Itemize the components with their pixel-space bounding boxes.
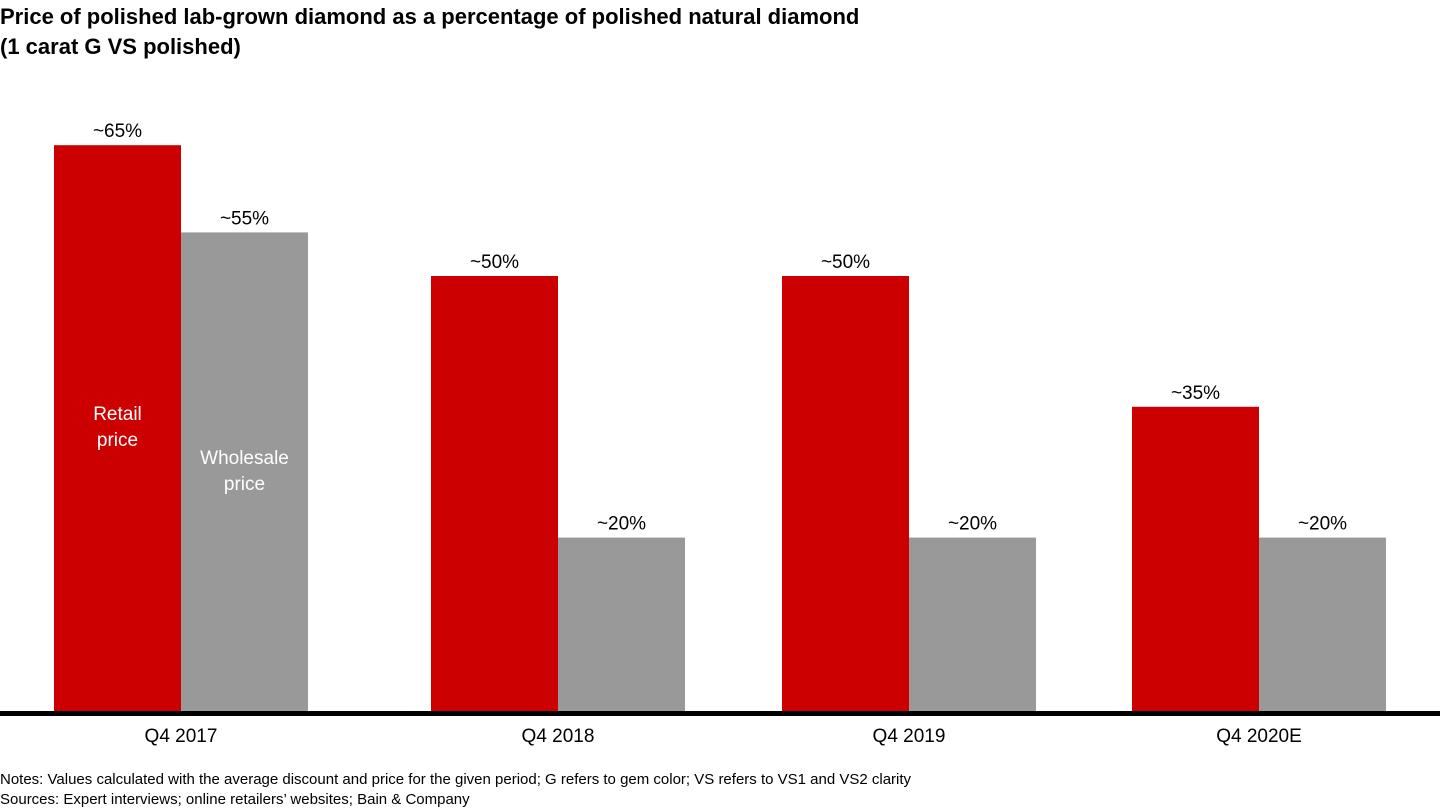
x-tick-label-0: Q4 2017 <box>145 726 218 747</box>
x-axis-line <box>0 711 1440 716</box>
series-label-retail-line-0: Retail <box>93 404 142 425</box>
data-label-wholesale-0: ~55% <box>220 208 269 229</box>
series-label-wholesale-line-1: price <box>224 474 265 495</box>
bar-wholesale-2 <box>909 537 1036 712</box>
data-label-wholesale-1: ~20% <box>597 514 646 535</box>
bar-wholesale-0 <box>181 232 308 712</box>
footnotes: Notes: Values calculated with the averag… <box>0 770 911 810</box>
x-tick-label-3: Q4 2020E <box>1216 726 1302 747</box>
bar-retail-0 <box>54 145 181 712</box>
bar-wholesale-1 <box>558 537 685 712</box>
chart-title: Price of polished lab-grown diamond as a… <box>0 2 859 62</box>
bar-wholesale-3 <box>1259 537 1386 712</box>
data-label-retail-1: ~50% <box>470 252 519 273</box>
data-label-wholesale-2: ~20% <box>948 514 997 535</box>
x-tick-label-1: Q4 2018 <box>522 726 595 747</box>
data-label-wholesale-3: ~20% <box>1298 514 1347 535</box>
data-label-retail-2: ~50% <box>821 252 870 273</box>
x-tick-label-2: Q4 2019 <box>873 726 946 747</box>
bar-retail-3 <box>1132 406 1259 712</box>
chart-title-line-1: Price of polished lab-grown diamond as a… <box>0 4 860 29</box>
bar-retail-2 <box>782 276 909 712</box>
bar-retail-1 <box>431 276 558 712</box>
series-label-wholesale-line-0: Wholesale <box>200 448 289 469</box>
sources-text: Sources: Expert interviews; online retai… <box>0 791 470 808</box>
series-label-retail-line-1: price <box>97 430 138 451</box>
notes-text: Notes: Values calculated with the averag… <box>0 771 912 788</box>
data-label-retail-3: ~35% <box>1171 383 1220 404</box>
chart-title-line-2: (1 carat G VS polished) <box>0 34 241 59</box>
data-label-retail-0: ~65% <box>93 121 142 142</box>
